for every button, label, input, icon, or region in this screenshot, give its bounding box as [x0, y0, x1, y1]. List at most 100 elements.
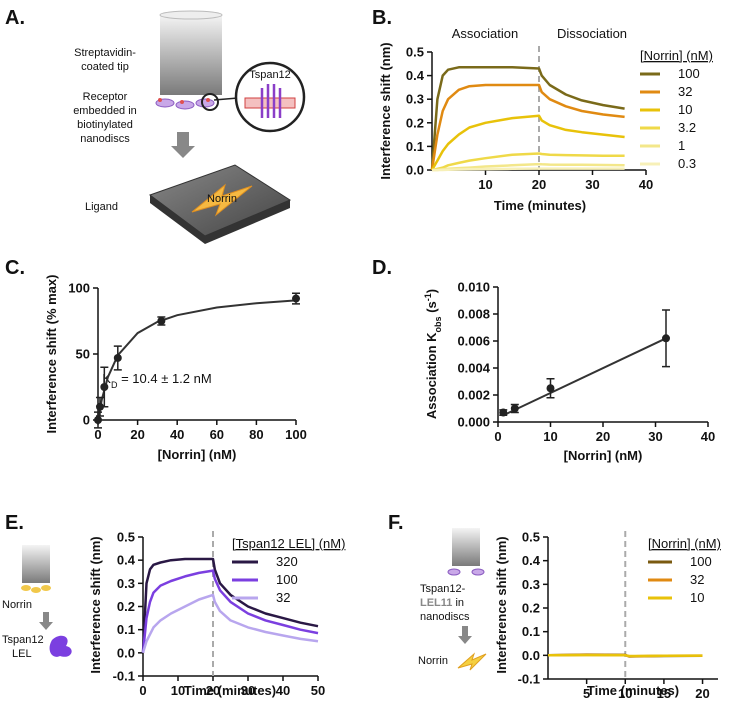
y-tick-label: 0.004 [457, 361, 490, 376]
label-part: LEL11 [420, 597, 452, 609]
text-part: (s [424, 301, 439, 316]
x-axis-title: [Norrin] (nM) [158, 447, 237, 462]
x-tick-label: 20 [130, 427, 144, 442]
legend-title: [Norrin] (nM) [640, 48, 713, 63]
membrane [244, 97, 296, 109]
y-tick-label: 0.1 [522, 624, 540, 639]
nanodiscs [447, 568, 485, 576]
panel-label: D. [372, 257, 392, 279]
y-tick-label: 0.5 [522, 530, 540, 545]
chart: -0.1 0.0 0.1 0.2 0.3 0.4 0.5 0 10 20 30 40 50 Time (m… [88, 530, 345, 699]
x-tick-label: 50 [311, 683, 325, 698]
y-tick-label: 0.0 [117, 645, 135, 660]
y-tick-label: 0.2 [406, 115, 424, 130]
legend-title: [Tspan12 LEL] (nM) [232, 536, 345, 551]
x-tick-label: 20 [206, 683, 220, 698]
zoom-circle [234, 61, 306, 133]
y-tick-label: 0.5 [406, 45, 424, 60]
x-tick-label: 5 [583, 686, 590, 701]
point [546, 384, 555, 393]
legend-title: [Norrin] (nM) [648, 536, 721, 551]
point [510, 404, 519, 413]
x-tick-label: 30 [648, 429, 662, 444]
plate-edge [150, 195, 290, 244]
zoom-label: Tspan12 [249, 69, 291, 81]
text-part: -1 [423, 293, 433, 301]
x-tick-label: 10 [478, 177, 492, 192]
point [113, 353, 122, 362]
x-tick-label: 20 [695, 686, 709, 701]
y-tick-label: 0.4 [406, 68, 425, 83]
label: nanodiscs [80, 133, 130, 145]
series-line [141, 569, 319, 653]
legend-label: 32 [690, 572, 704, 587]
legend-label: 100 [678, 66, 700, 81]
label: Streptavidin- [74, 47, 136, 59]
panel-label: B. [372, 7, 392, 29]
y-tick-label: 0.5 [117, 530, 135, 545]
chart: -0.1 0.0 0.1 0.2 0.3 0.4 0.5 5 10 15 20 Time (minut… [494, 530, 721, 702]
legend-label: 1 [678, 138, 685, 153]
x-tick-label: 10 [618, 686, 632, 701]
x-axis-title: [Norrin] (nM) [564, 448, 643, 463]
y-tick-label: 0.3 [522, 577, 540, 592]
y-tick-label: 0.4 [117, 553, 136, 568]
x-tick-label: 15 [657, 686, 671, 701]
label: Tspan12 [2, 634, 44, 646]
label-part: in [452, 597, 464, 609]
y-tick-label: 0.3 [117, 576, 135, 591]
chart: 0.0 0.1 0.2 0.3 0.4 0.5 10 20 30 40 Time (minutes)… [378, 26, 713, 213]
legend-label: 3.2 [678, 120, 696, 135]
label: Norrin [207, 193, 237, 205]
y-tick-label: 0.2 [522, 601, 540, 616]
y-tick-label: 0.4 [522, 553, 541, 568]
y-tick-label: 0.1 [117, 622, 135, 637]
arrow [458, 626, 472, 644]
y-tick-label: 0.002 [457, 388, 490, 403]
text-part: ) [424, 289, 439, 293]
point [292, 294, 300, 303]
y-tick-label: 0.000 [457, 415, 490, 430]
legend-label: 100 [276, 572, 298, 587]
tip [22, 545, 50, 583]
y-axis-title: Interference shift (nm) [88, 536, 103, 673]
x-tick-label: 40 [170, 427, 184, 442]
y-tick-label: -0.1 [518, 672, 540, 687]
series-line [432, 167, 625, 172]
x-tick-label: 40 [639, 177, 653, 192]
x-tick-label: 30 [585, 177, 599, 192]
annotation: KD = 10.4 ± 1.2 nM [102, 371, 211, 390]
series-line [141, 593, 319, 654]
schematic-f: Tspan12- LEL11 in nanodiscs Norrin [418, 528, 487, 671]
label: Receptor [83, 91, 128, 103]
chart: 0 50 100 0 20 40 60 80 100 [Norrin] (nM) Interfere… [44, 275, 307, 462]
label: coated tip [81, 61, 129, 73]
x-tick-label: 20 [532, 177, 546, 192]
point [100, 383, 109, 391]
y-tick-label: 50 [76, 347, 90, 362]
x-tick-label: 40 [276, 683, 290, 698]
point [157, 317, 166, 325]
norrin-bolt [191, 183, 253, 217]
y-tick-label: 0 [83, 413, 90, 428]
panel-label: A. [5, 7, 25, 29]
y-tick-label: 0.010 [457, 280, 490, 295]
series-line [430, 83, 625, 171]
y-axis-title: Interference shift (nm) [494, 536, 509, 673]
point [499, 408, 508, 417]
point [94, 416, 102, 424]
norrin-bolt [457, 652, 487, 671]
panel-label: F. [388, 512, 404, 534]
x-tick-label: 80 [249, 427, 263, 442]
x-tick-label: 100 [285, 427, 307, 442]
tip [452, 528, 480, 566]
x-axis-title: Time (minutes) [184, 683, 276, 698]
x-tick-label: 0 [139, 683, 146, 698]
annotation: Dissociation [557, 26, 627, 41]
text-part: D [111, 380, 118, 390]
zoom-ring [201, 93, 219, 111]
schematic-e: Norrin Tspan12 LEL [2, 545, 72, 660]
series-line [141, 557, 319, 653]
y-tick-label: 0.0 [406, 163, 424, 178]
